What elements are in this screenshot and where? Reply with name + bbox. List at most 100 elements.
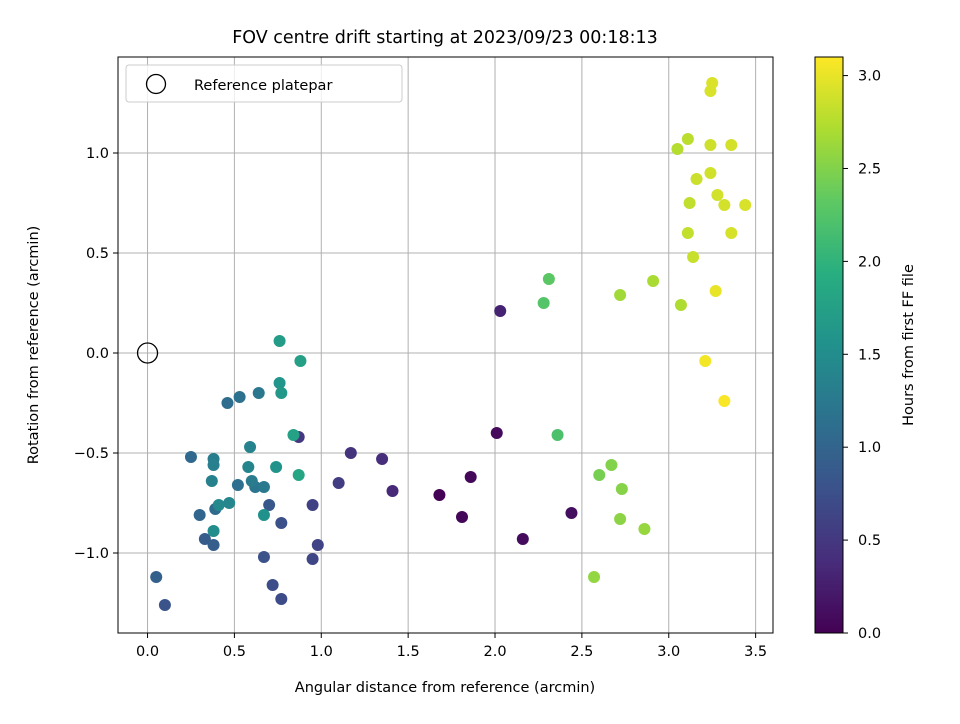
y-tick-label: 0.0 <box>86 346 109 362</box>
scatter-point <box>537 297 550 309</box>
reference-point <box>136 342 159 364</box>
scatter-point <box>275 593 288 605</box>
scatter-point <box>671 143 684 155</box>
scatter-point <box>287 429 300 441</box>
scatter-point <box>674 299 687 311</box>
y-tick-label: 1.0 <box>86 146 109 162</box>
x-tick-label: 2.5 <box>570 644 593 660</box>
scatter-point <box>490 427 503 439</box>
scatter-point <box>158 599 171 611</box>
scatter-point <box>386 485 399 497</box>
scatter-point <box>245 475 258 487</box>
grid <box>118 57 773 633</box>
scatter-point <box>306 553 319 565</box>
x-tick-label: 0.5 <box>223 644 246 660</box>
scatter-point <box>699 355 712 367</box>
scatter-point <box>273 335 286 347</box>
x-tick-label: 1.0 <box>310 644 333 660</box>
chart-title: FOV centre drift starting at 2023/09/23 … <box>232 28 658 48</box>
scatter-point <box>263 499 276 511</box>
x-tick-label: 3.5 <box>744 644 767 660</box>
scatter-point <box>614 513 627 525</box>
scatter-point <box>270 461 283 473</box>
scatter-point <box>681 133 694 145</box>
scatter-point <box>223 497 236 509</box>
scatter-point <box>275 517 288 529</box>
x-tick-label: 3.0 <box>657 644 680 660</box>
colorbar-tick-label: 3.0 <box>858 69 881 85</box>
scatter-point <box>198 533 211 545</box>
colorbar-tick-label: 1.5 <box>858 347 881 363</box>
scatter-point <box>184 451 197 463</box>
scatter-point <box>718 395 731 407</box>
scatter-point <box>614 289 627 301</box>
colorbar-ticks: 0.0 0.5 1.0 1.5 2.0 2.5 3.0 <box>843 69 881 642</box>
scatter-point <box>433 489 446 501</box>
scatter-point <box>638 523 651 535</box>
scatter-point <box>456 511 469 523</box>
scatter-point <box>311 539 324 551</box>
scatter-point <box>332 477 345 489</box>
x-tick-label: 2.0 <box>483 644 506 660</box>
scatter-point <box>221 397 234 409</box>
colorbar-tick-label: 0.0 <box>858 626 881 642</box>
x-tick-label: 0.0 <box>136 644 159 660</box>
scatter-point <box>150 571 163 583</box>
scatter-point <box>242 461 255 473</box>
x-axis-ticks: 0.0 0.5 1.0 1.5 2.0 2.5 3.0 3.5 <box>136 633 767 660</box>
y-tick-label: −1.0 <box>74 546 109 562</box>
scatter-point <box>376 453 389 465</box>
colorbar-gradient <box>814 56 844 634</box>
plot-frame <box>117 56 774 634</box>
scatter-point <box>207 459 220 471</box>
scatter-point <box>257 481 270 493</box>
colorbar-label: Hours from first FF file <box>901 264 917 426</box>
scatter-point <box>542 273 555 285</box>
scatter-point <box>257 551 270 563</box>
scatter-point <box>212 499 225 511</box>
scatter-point <box>687 251 700 263</box>
colorbar-tick-label: 2.0 <box>858 254 881 270</box>
reference-platepar-marker <box>136 342 159 364</box>
scatter-point <box>588 571 601 583</box>
y-tick-label: −0.5 <box>74 446 109 462</box>
scatter-point <box>231 479 244 491</box>
scatter-point <box>565 507 578 519</box>
scatter-point <box>704 167 717 179</box>
colorbar-tick-label: 0.5 <box>858 533 881 549</box>
scatter-point <box>292 469 305 481</box>
legend-label: Reference platepar <box>194 78 332 94</box>
scatter-point <box>615 483 628 495</box>
scatter-point <box>605 459 618 471</box>
x-tick-label: 1.5 <box>397 644 420 660</box>
scatter-point <box>464 471 477 483</box>
legend-marker-open-circle <box>145 73 167 95</box>
legend-box <box>125 64 403 103</box>
colorbar: 0.0 0.5 1.0 1.5 2.0 2.5 3.0 Hours from first F… <box>814 56 917 642</box>
scatter-point <box>257 509 270 521</box>
scatter-point <box>344 447 357 459</box>
scatter-point <box>690 173 703 185</box>
x-axis-label: Angular distance from reference (arcmin) <box>295 680 595 696</box>
scatter-point <box>739 199 752 211</box>
y-axis-label: Rotation from reference (arcmin) <box>26 226 42 465</box>
scatter-point <box>593 469 606 481</box>
scatter-point <box>494 305 507 317</box>
scatter-point <box>706 77 719 89</box>
scatter-point <box>207 539 220 551</box>
scatter-point <box>275 387 288 399</box>
scatter-point <box>193 509 206 521</box>
scatter-point <box>266 579 279 591</box>
scatter-point <box>233 391 246 403</box>
scatter-point <box>647 275 660 287</box>
scatter-point <box>681 227 694 239</box>
data-points <box>150 77 752 611</box>
scatter-point <box>551 429 564 441</box>
scatter-point <box>711 189 724 201</box>
legend: Reference platepar <box>125 64 403 103</box>
scatter-point <box>244 441 257 453</box>
scatter-point <box>516 533 529 545</box>
scatter-point <box>207 525 220 537</box>
colorbar-tick-label: 2.5 <box>858 161 881 177</box>
